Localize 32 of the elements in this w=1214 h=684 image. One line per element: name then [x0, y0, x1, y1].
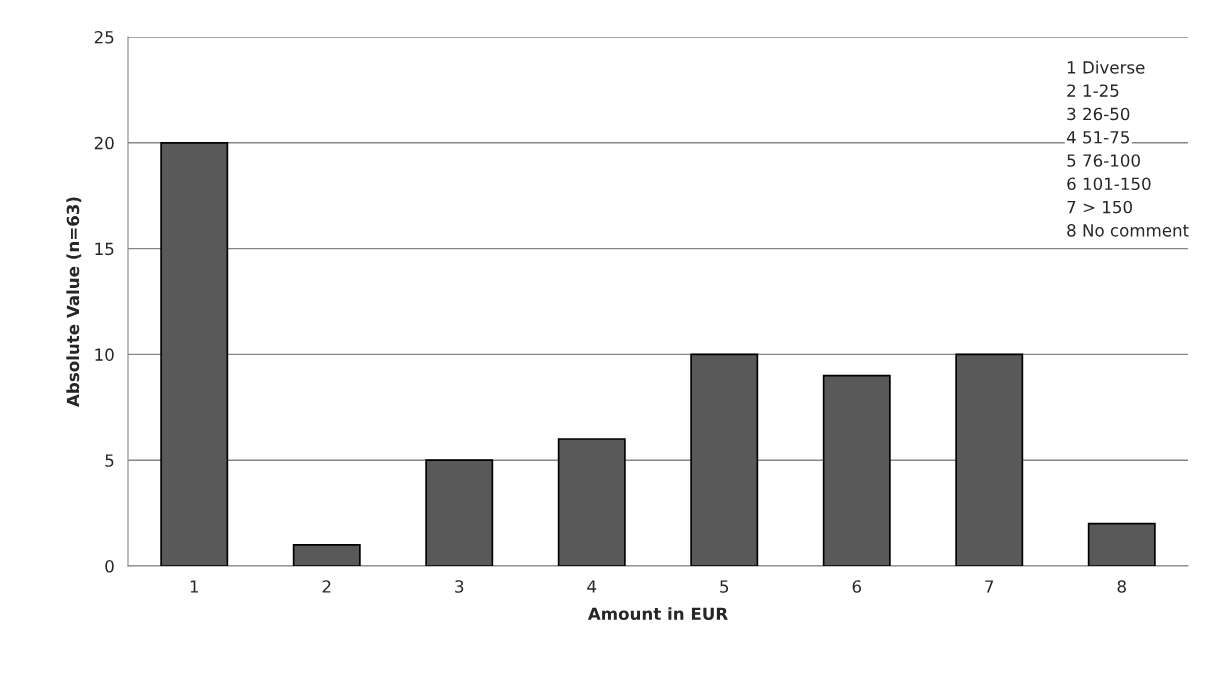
y-tick-label: 5 — [105, 454, 114, 467]
y-tick-label: 20 — [94, 136, 114, 150]
annotation: 4 51-75 — [1066, 131, 1129, 144]
bar — [160, 141, 229, 566]
x-tick-label: 7 — [985, 580, 994, 593]
x-tick-label: 3 — [455, 580, 464, 593]
x-axis-title: Amount in EUR — [587, 607, 728, 621]
bar — [292, 544, 361, 566]
bar — [822, 374, 891, 566]
annotation: 3 26-50 — [1067, 107, 1130, 121]
annotation: 1 Diverse — [1067, 60, 1145, 74]
x-tick-label: 2 — [322, 580, 331, 593]
bar — [1087, 522, 1156, 566]
x-tick-label: 5 — [720, 580, 729, 593]
x-tick-label: 8 — [1117, 580, 1126, 593]
annotation: 8 No comment — [1067, 224, 1189, 237]
annotation: 2 1-25 — [1067, 84, 1119, 97]
x-tick-label: 6 — [852, 580, 861, 593]
y-tick-label: 15 — [95, 242, 114, 256]
bar — [425, 459, 494, 566]
bar — [557, 438, 626, 566]
y-axis-title: Absolute Value (n=63) — [66, 197, 82, 407]
bar — [955, 353, 1024, 566]
x-tick-label: 4 — [587, 580, 597, 593]
annotation: 5 76-100 — [1067, 154, 1140, 167]
y-tick-label: 0 — [105, 559, 114, 573]
x-tick-label: 1 — [190, 580, 199, 593]
bar — [690, 353, 759, 566]
y-tick-label: 25 — [94, 30, 114, 44]
y-tick-label: 10 — [95, 348, 114, 361]
annotation: 7 > 150 — [1067, 200, 1132, 214]
annotation: 6 101-150 — [1067, 177, 1151, 191]
